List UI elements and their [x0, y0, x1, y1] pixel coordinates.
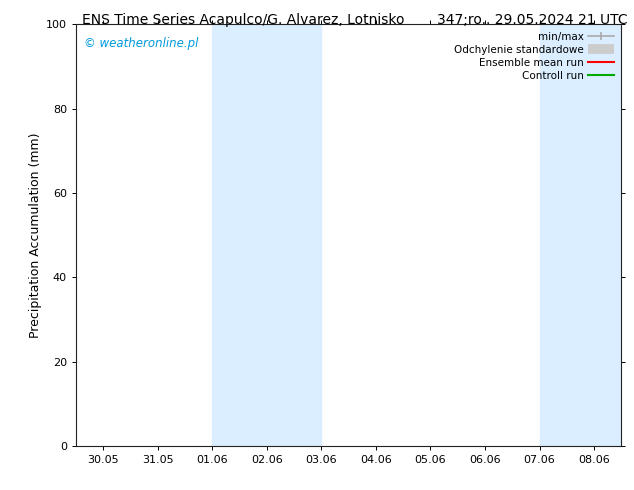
Text: 347;ro.. 29.05.2024 21 UTC: 347;ro.. 29.05.2024 21 UTC: [437, 13, 628, 27]
Y-axis label: Precipitation Accumulation (mm): Precipitation Accumulation (mm): [29, 132, 42, 338]
Legend: min/max, Odchylenie standardowe, Ensemble mean run, Controll run: min/max, Odchylenie standardowe, Ensembl…: [450, 27, 618, 85]
Bar: [540, 24, 621, 446]
Text: © weatheronline.pl: © weatheronline.pl: [84, 37, 198, 50]
Bar: [212, 24, 321, 446]
Text: ENS Time Series Acapulco/G. Alvarez, Lotnisko: ENS Time Series Acapulco/G. Alvarez, Lot…: [82, 13, 405, 27]
